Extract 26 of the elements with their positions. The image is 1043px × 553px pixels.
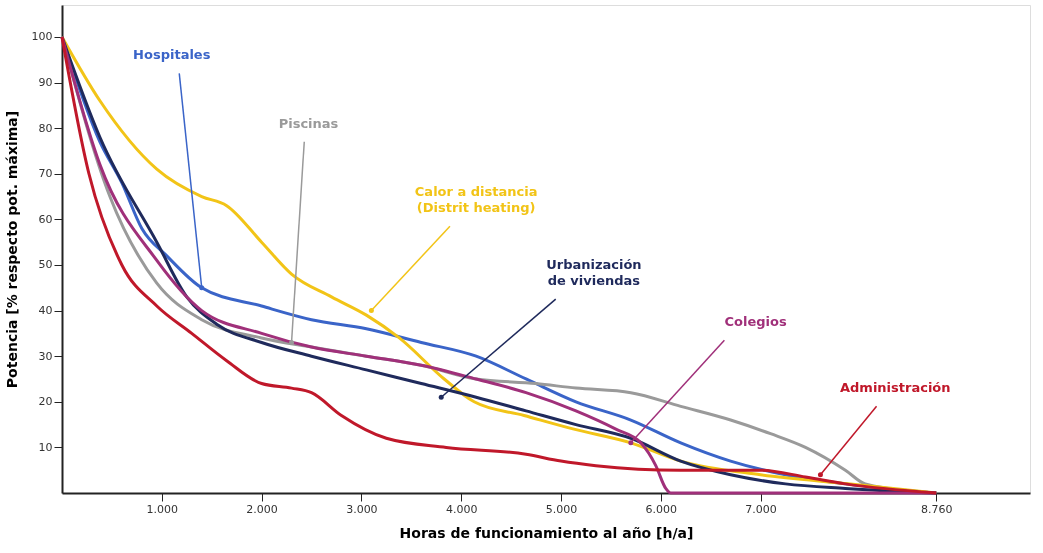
text: Hospitales (133, 47, 211, 63)
y-tick-label: 100 (31, 30, 53, 44)
y-tick-label: 50 (38, 258, 53, 272)
text: Administración (839, 380, 951, 396)
text: Colegios (724, 313, 787, 329)
y-tick-label: 40 (38, 304, 53, 318)
y-tick-label: 30 (38, 349, 53, 363)
text: Urbanización de viviendas (546, 256, 642, 288)
y-tick-label: 10 (38, 440, 53, 454)
y-tick-label: 60 (38, 212, 53, 226)
x-tick-label: 8.760 (920, 502, 953, 516)
x-tick-label: 5.000 (545, 502, 578, 516)
x-tick-label: 3.000 (346, 502, 378, 516)
x-tick-label: 7.000 (745, 502, 777, 516)
y-axis-title: Potencia [% respecto pot. máxima] (3, 110, 20, 389)
y-tick-label: 70 (38, 167, 53, 181)
x-axis-title: Horas de funcionamiento al año [h/a] (399, 524, 694, 541)
text: Calor a distancia (Distrit heating) (414, 183, 538, 215)
y-tick-label: 20 (38, 395, 53, 409)
y-tick-label: 90 (38, 76, 53, 90)
x-tick-label: 4.000 (445, 502, 478, 516)
y-tick-label: 80 (38, 121, 53, 135)
x-tick-label: 6.000 (645, 502, 678, 516)
text: Piscinas (278, 115, 339, 131)
x-tick-label: 1.000 (146, 502, 179, 516)
x-tick-label: 2.000 (246, 502, 278, 516)
